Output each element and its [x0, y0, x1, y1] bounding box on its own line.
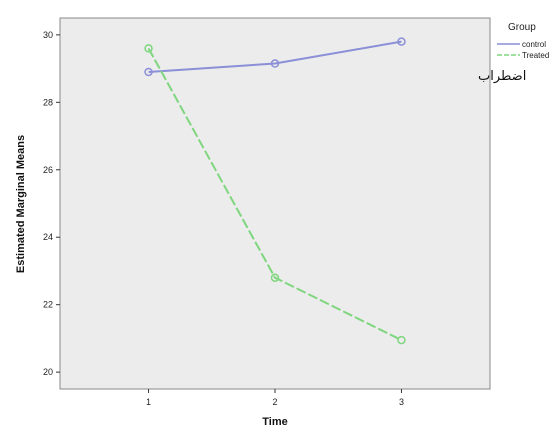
- y-tick-label: 22: [43, 300, 53, 310]
- data-point-control: [270, 59, 280, 68]
- y-tick-label: 20: [43, 367, 53, 377]
- series-layer: [144, 37, 406, 345]
- x-tick-label: 2: [272, 397, 277, 407]
- y-axis: 20 22 24 26 28 30: [43, 30, 60, 377]
- data-point-treated: [397, 335, 406, 345]
- legend-label-treated: Treated: [522, 51, 549, 60]
- y-tick-label: 24: [43, 232, 53, 242]
- series-line-control: [148, 40, 402, 73]
- x-tick-label: 3: [399, 397, 404, 407]
- data-point-control: [397, 37, 406, 46]
- y-tick-label: 26: [43, 165, 53, 175]
- series-line-treated: [147, 47, 402, 341]
- x-axis: 1 2 3: [146, 389, 404, 407]
- y-axis-title: Estimated Marginal Means: [15, 135, 27, 273]
- data-point-control: [144, 67, 153, 77]
- data-point-treated: [270, 273, 280, 282]
- data-point-treated: [144, 44, 153, 53]
- legend-title: Group: [508, 22, 536, 33]
- legend: Group control Treated: [497, 22, 549, 60]
- annotation-text: اضطراب: [478, 69, 526, 84]
- x-tick-label: 1: [146, 397, 151, 407]
- x-axis-title: Time: [262, 416, 287, 428]
- legend-label-control: control: [522, 40, 546, 49]
- plot-background: [59, 17, 491, 390]
- y-tick-label: 28: [43, 97, 53, 107]
- y-tick-label: 30: [43, 30, 53, 40]
